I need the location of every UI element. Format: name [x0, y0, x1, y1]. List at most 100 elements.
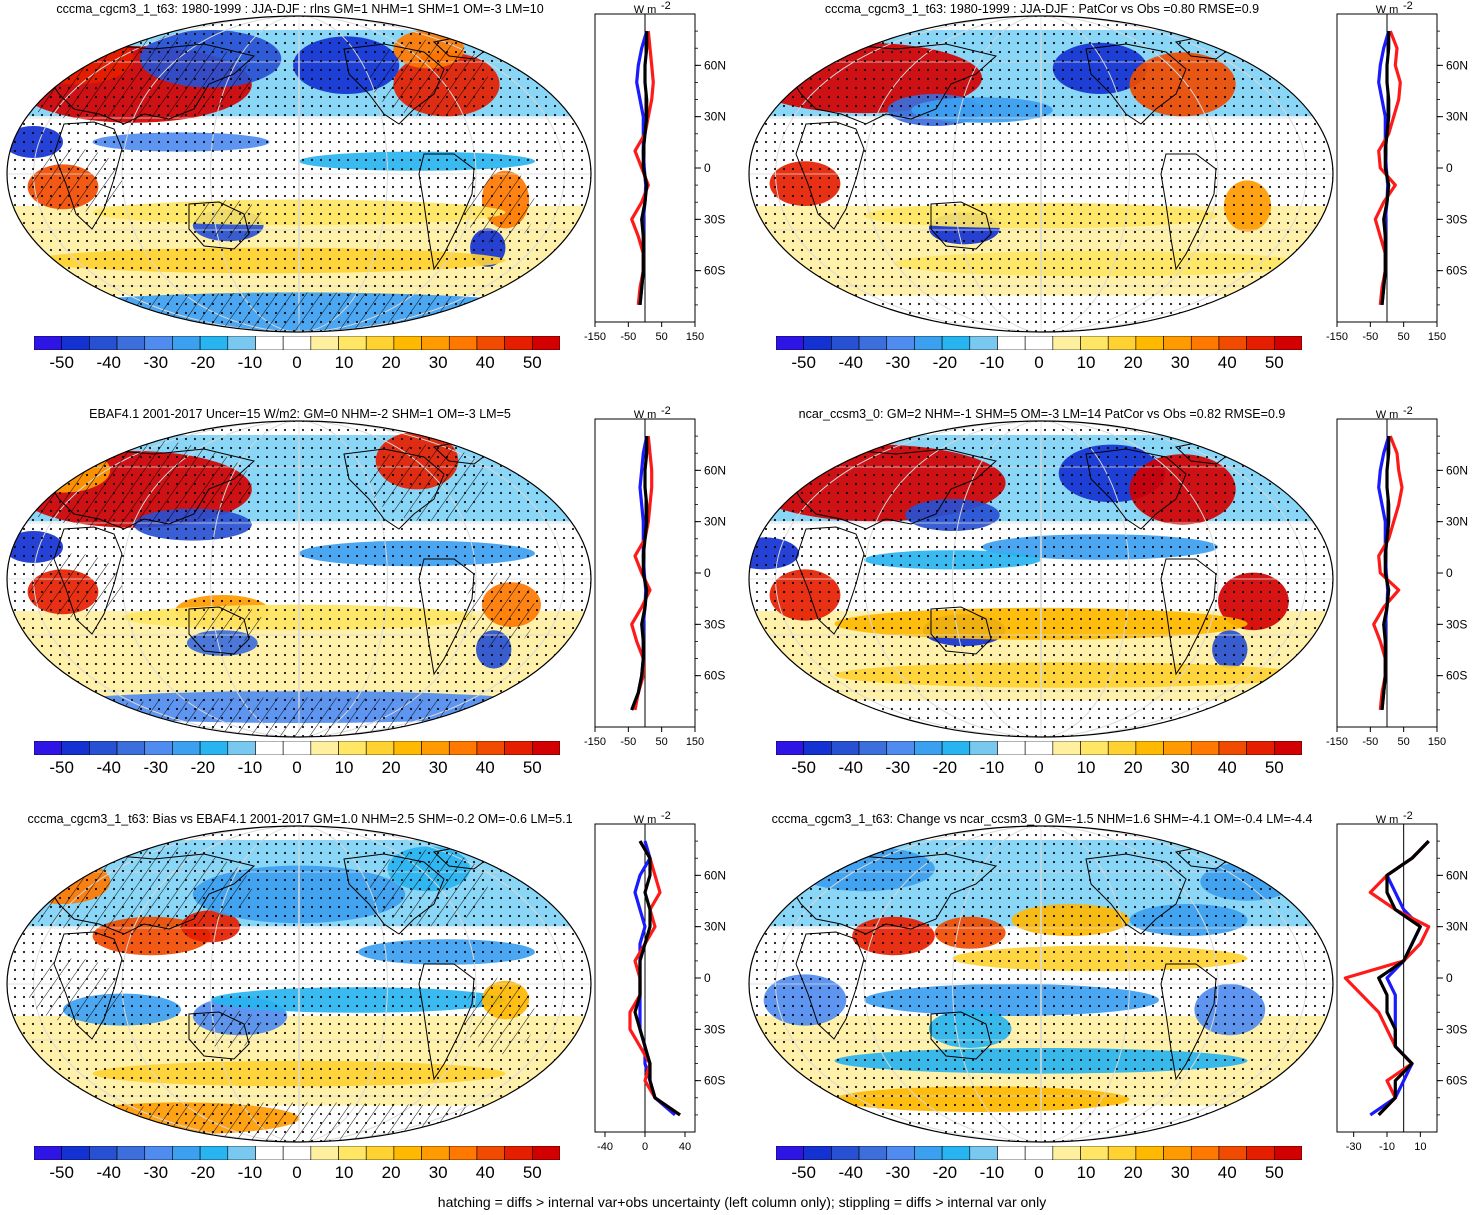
latitude-tick-label: 30N [704, 920, 726, 934]
panel-title: cccma_cgcm3_1_t63: Bias vs EBAF4.1 2001-… [27, 812, 573, 826]
zonal-mean-profile: W m -2 60N 30N 0 30S 60S -150 -50 50 150 [1326, 405, 1468, 748]
colorbar-swatch [1080, 336, 1109, 350]
colorbar-tick-label: -30 [885, 353, 911, 372]
colorbar-swatch [1052, 1146, 1081, 1160]
colorbar-tick-label: -40 [96, 353, 122, 372]
colorbar-tick-label: 50 [1264, 1163, 1284, 1182]
colorbar-swatch [393, 741, 422, 755]
colorbar-tick-label: -40 [838, 758, 864, 777]
colorbar-swatch [393, 1146, 422, 1160]
latitude-tick-label: 60S [1446, 1074, 1467, 1088]
colorbar-swatch [1218, 336, 1247, 350]
colorbar-tick-label: 40 [1217, 758, 1237, 777]
colorbar-tick-label: 10 [334, 758, 354, 777]
latitude-tick-label: 30N [1446, 920, 1468, 934]
colorbar-swatch [34, 336, 62, 350]
colorbar-tick-label: 10 [1076, 758, 1096, 777]
colorbar-labels: -50 -40 -30 -20 -10 0 10 20 30 40 50 [34, 1163, 560, 1185]
profile-series-black [633, 840, 681, 1117]
colorbar-labels: -50 -40 -30 -20 -10 0 10 20 30 40 50 [34, 758, 560, 780]
colorbar-tick-label: -20 [932, 1163, 958, 1182]
profile-unit-label: W m [1376, 814, 1399, 826]
world-map [748, 420, 1334, 738]
colorbar-swatch [858, 1146, 888, 1160]
profile-x-tick-label: -10 [1379, 1141, 1395, 1153]
svg-text:-2: -2 [661, 405, 671, 417]
colorbar-swatch [34, 741, 62, 755]
colorbar-tick-label: -30 [885, 1163, 911, 1182]
latitude-tick-label: 30S [704, 1022, 725, 1036]
colorbar-tick-label: -20 [932, 758, 958, 777]
colorbar-swatch [172, 1146, 201, 1160]
profile-x-tick-label: -50 [620, 736, 636, 748]
colorbar-tick-label: 0 [292, 1163, 302, 1182]
colorbar-swatch [144, 741, 173, 755]
colorbar-swatch [914, 741, 943, 755]
colorbar-tick-label: 40 [1217, 353, 1237, 372]
profile-x-tick-label: -50 [1362, 736, 1378, 748]
colorbar-tick-label: -40 [96, 758, 122, 777]
colorbar-swatch [421, 1146, 450, 1160]
colorbar-tick-label: -30 [143, 758, 169, 777]
profile-unit-label: W m [634, 409, 657, 421]
colorbar-tick-label: -20 [190, 1163, 216, 1182]
colorbar-tick-label: -20 [932, 353, 958, 372]
colorbar-swatch [1080, 1146, 1109, 1160]
profile-unit-label: W m [634, 4, 657, 16]
colorbar-tick-label: -40 [96, 1163, 122, 1182]
latitude-tick-label: 60S [704, 669, 725, 683]
latitude-tick-label: 30N [704, 515, 726, 529]
colorbar-swatch [831, 336, 860, 350]
profile-x-tick-label: 150 [686, 736, 704, 748]
colorbar-swatch [1218, 741, 1247, 755]
profile-x-tick-label: -50 [1362, 331, 1378, 343]
colorbar-swatch [776, 741, 804, 755]
zonal-mean-profile: W m -2 60N 30N 0 30S 60S -30 -10 10 [1336, 810, 1468, 1153]
colorbar-swatch [476, 336, 505, 350]
colorbar-tick-label: -20 [190, 758, 216, 777]
colorbar-tick-label: 40 [475, 1163, 495, 1182]
colorbar-swatch [886, 336, 915, 350]
colorbar-tick-label: -50 [49, 1163, 74, 1182]
colorbar-swatch [1246, 336, 1275, 350]
colorbar [776, 741, 1302, 755]
profile-series-black [1380, 436, 1391, 711]
profile-x-tick-label: 50 [1398, 736, 1410, 748]
colorbar [34, 741, 560, 755]
colorbar-swatch [338, 1146, 367, 1160]
colorbar [34, 336, 560, 350]
colorbar-swatch [476, 741, 505, 755]
colorbar-tick-label: 50 [1264, 353, 1284, 372]
colorbar-swatch [532, 1146, 560, 1160]
profile-x-tick-label: 150 [686, 331, 704, 343]
colorbar-swatch [227, 1146, 256, 1160]
colorbar-swatch [172, 741, 201, 755]
colorbar-tick-label: 0 [1034, 353, 1044, 372]
profile-x-tick-label: 50 [656, 736, 668, 748]
colorbar-swatch [61, 336, 90, 350]
colorbar-tick-label: 10 [1076, 353, 1096, 372]
colorbar-swatch [34, 1146, 62, 1160]
profile-series-black [638, 31, 649, 306]
colorbar-swatch [1107, 1146, 1137, 1160]
colorbar-swatch [365, 336, 395, 350]
colorbar-tick-label: -50 [791, 353, 816, 372]
latitude-tick-label: 30N [704, 110, 726, 124]
colorbar-swatch [89, 741, 118, 755]
profile-x-tick-label: 150 [1428, 736, 1446, 748]
colorbar-tick-label: 0 [292, 353, 302, 372]
svg-text:-2: -2 [1403, 0, 1413, 12]
latitude-tick-label: 60N [1446, 463, 1468, 477]
colorbar-tick-label: 40 [475, 758, 495, 777]
panel-4: ncar_ccsm3_0: GM=2 NHM=-1 SHM=5 OM=-3 LM… [742, 405, 1484, 810]
colorbar-swatch [227, 741, 256, 755]
profile-x-tick-label: -30 [1346, 1141, 1362, 1153]
colorbar-swatch [116, 741, 146, 755]
colorbar-swatch [914, 1146, 943, 1160]
latitude-tick-label: 30S [704, 617, 725, 631]
colorbar-labels: -50 -40 -30 -20 -10 0 10 20 30 40 50 [776, 758, 1302, 780]
colorbar-swatch [803, 336, 832, 350]
colorbar-swatch [969, 336, 998, 350]
zonal-mean-profile: W m -2 60N 30N 0 30S 60S -150 -50 50 150 [1326, 0, 1468, 343]
colorbar-swatch [199, 1146, 229, 1160]
